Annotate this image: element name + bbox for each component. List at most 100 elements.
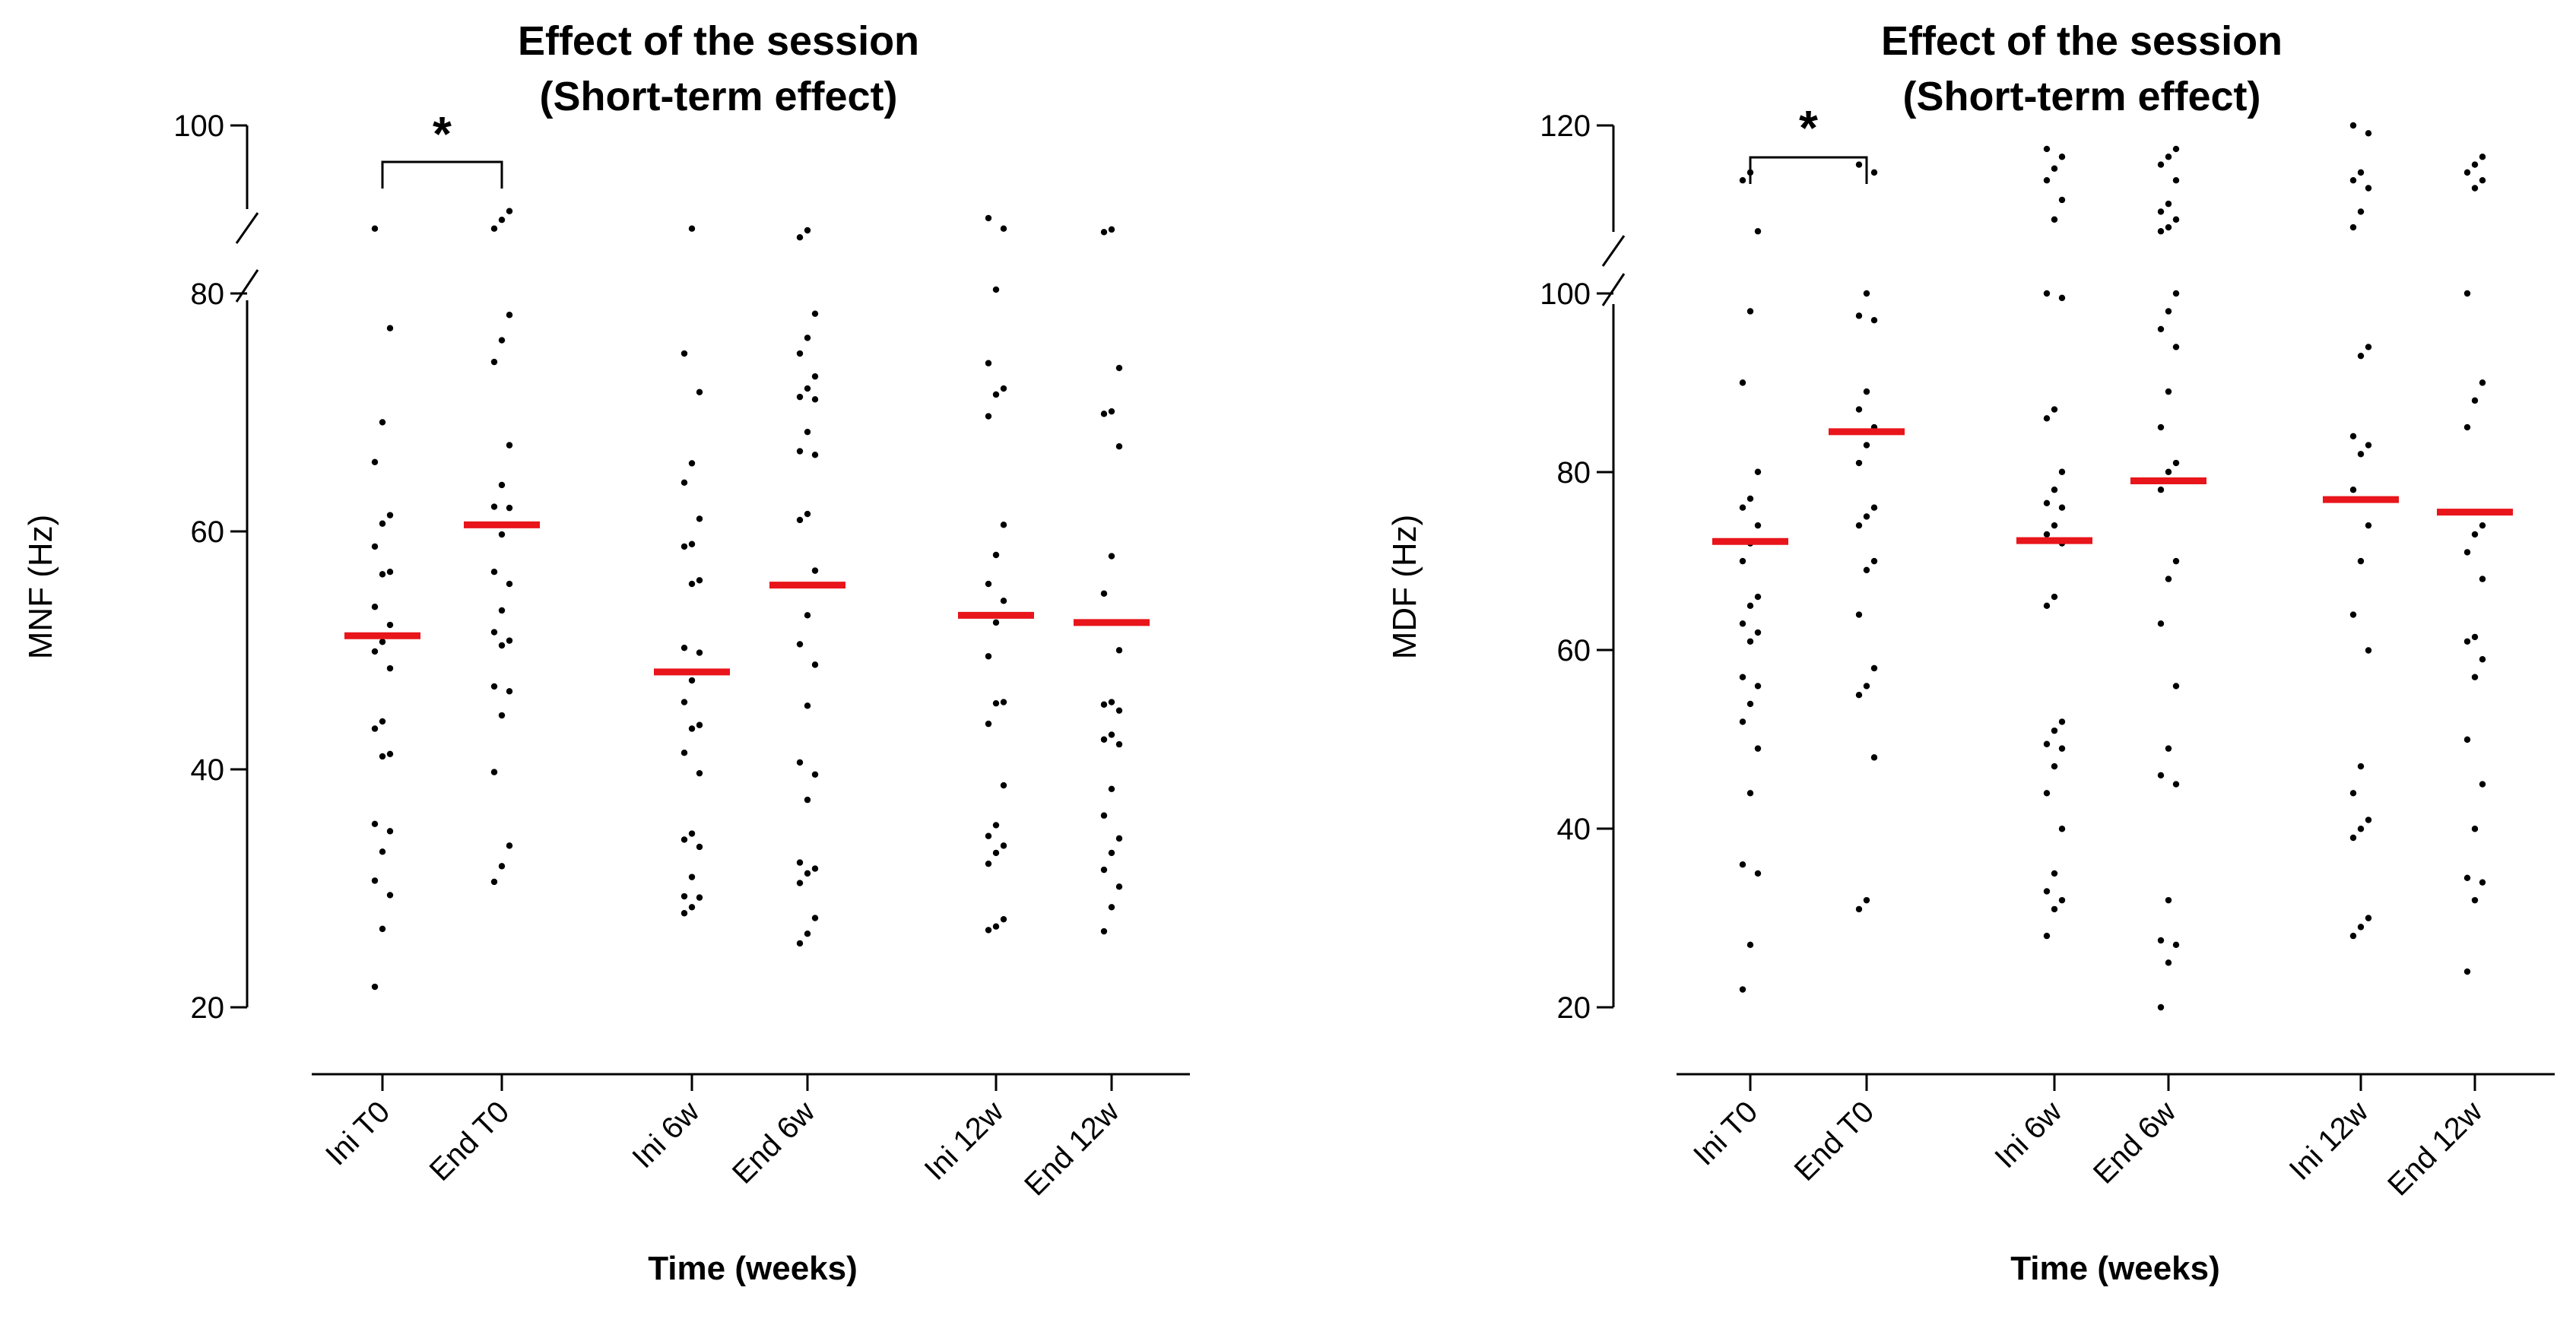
data-point <box>680 836 688 843</box>
data-point <box>371 458 379 466</box>
data-point <box>680 350 688 357</box>
data-point <box>1100 812 1108 819</box>
data-point <box>1863 388 1870 395</box>
data-point <box>992 822 1000 829</box>
data-point <box>2172 557 2180 565</box>
data-point <box>680 910 688 917</box>
axis-break-mark <box>235 269 259 303</box>
data-point <box>985 580 992 588</box>
data-point <box>804 510 811 518</box>
data-point <box>796 880 804 886</box>
data-point <box>992 551 1000 559</box>
data-point <box>2043 888 2051 895</box>
data-point <box>2479 781 2486 788</box>
data-point <box>2479 879 2486 886</box>
x-tick-label: End 6w <box>726 1095 822 1191</box>
data-point <box>386 512 394 518</box>
data-point <box>1855 691 1863 699</box>
data-point <box>804 931 811 937</box>
data-point <box>490 878 498 886</box>
data-point <box>1863 513 1870 520</box>
x-tick-label: End 6w <box>2087 1095 2183 1191</box>
data-point <box>2471 531 2479 538</box>
data-point <box>1863 442 1870 449</box>
data-point <box>2043 740 2051 747</box>
data-point <box>1108 699 1115 705</box>
median-lines <box>344 521 1150 676</box>
data-point <box>1739 379 1746 386</box>
data-point <box>1739 176 1746 184</box>
data-point <box>2157 1004 2165 1011</box>
data-point <box>490 225 498 232</box>
data-point <box>2463 549 2471 556</box>
data-point <box>1754 870 1762 877</box>
axis-break-mark <box>1601 273 1626 306</box>
x-tick-label: End T0 <box>424 1095 516 1187</box>
data-point <box>1000 699 1007 705</box>
data-point <box>696 515 703 522</box>
data-point <box>2349 611 2357 618</box>
data-point <box>985 927 992 934</box>
median-lines <box>1712 428 2513 545</box>
data-point <box>2349 224 2357 231</box>
data-point <box>804 428 811 436</box>
data-point <box>1100 229 1108 236</box>
data-point <box>490 358 498 366</box>
data-point <box>2051 487 2058 493</box>
data-point <box>680 644 688 652</box>
data-point <box>1739 718 1746 725</box>
data-point <box>688 541 696 547</box>
data-point <box>2349 176 2357 184</box>
data-point <box>804 702 811 709</box>
data-point <box>379 753 386 760</box>
data-point <box>1855 406 1863 413</box>
data-point <box>2479 575 2486 582</box>
data-point <box>796 859 804 866</box>
data-point <box>1855 161 1863 168</box>
data-point <box>1855 611 1863 618</box>
data-point <box>2463 169 2471 176</box>
data-point <box>2165 575 2172 582</box>
chart-title-line1: Effect of the session <box>1881 18 2283 64</box>
data-point <box>1739 620 1746 627</box>
data-point <box>2157 487 2165 493</box>
x-categories: Ini T0 End T0 Ini 6w End 6w Ini 12w End 12w <box>319 1074 1125 1202</box>
data-point <box>1754 522 1762 529</box>
data-point <box>985 360 992 366</box>
x-tick-label: End 12w <box>1018 1095 1125 1202</box>
data-point <box>506 504 513 512</box>
data-point <box>1000 385 1007 392</box>
data-point <box>985 214 992 222</box>
data-point <box>2463 423 2471 431</box>
data-point <box>386 750 394 757</box>
data-point <box>796 393 804 401</box>
data-point <box>2157 228 2165 235</box>
y-tick-label: 20 <box>191 991 225 1025</box>
data-point <box>2058 826 2066 832</box>
data-point <box>1100 701 1108 708</box>
data-point <box>2058 196 2066 204</box>
data-point <box>2357 924 2365 931</box>
data-point <box>2357 451 2365 458</box>
data-point <box>811 661 819 668</box>
x-tick-label: Ini 6w <box>626 1095 706 1175</box>
data-point <box>1115 647 1123 654</box>
data-point <box>2051 522 2058 529</box>
data-point <box>1108 407 1115 415</box>
data-point <box>2165 468 2172 475</box>
data-point <box>1754 745 1762 752</box>
data-point <box>498 337 506 344</box>
data-point <box>811 310 819 317</box>
data-point <box>2479 379 2486 386</box>
y-axis-label: MNF (Hz) <box>22 515 59 660</box>
data-point <box>1115 740 1123 748</box>
data-point <box>688 874 696 880</box>
data-point <box>2349 790 2357 797</box>
data-point <box>2043 499 2051 507</box>
data-point <box>1754 683 1762 690</box>
data-point <box>1739 557 1746 565</box>
chart-mdf: Effect of the session (Short-term effect… <box>1386 18 2555 1287</box>
data-point <box>1000 915 1007 923</box>
data-point <box>2058 154 2066 160</box>
data-point <box>1863 683 1870 690</box>
